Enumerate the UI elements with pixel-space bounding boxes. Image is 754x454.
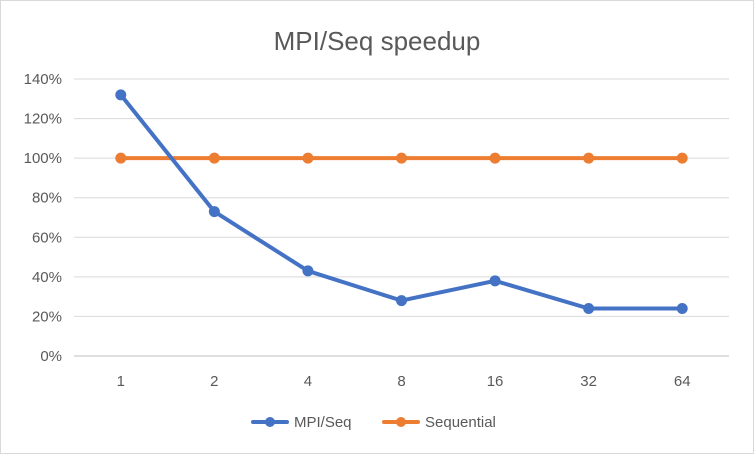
x-tick-label: 16 [487,373,504,390]
y-tick-label: 0% [40,348,62,365]
data-point [115,152,127,164]
data-point [676,152,688,164]
data-point [302,152,314,164]
x-tick-label: 8 [397,373,405,390]
legend-item: Sequential [382,414,496,431]
data-point [676,303,688,315]
legend-marker [265,417,275,427]
series-lines [115,89,688,315]
series-mpi-seq [115,89,688,315]
legend-label: Sequential [425,414,496,431]
x-tick-label: 1 [117,373,125,390]
x-tick-label: 4 [304,373,312,390]
y-tick-label: 140% [24,71,62,88]
x-tick-label: 64 [674,373,691,390]
y-tick-label: 60% [32,229,62,246]
y-tick-label: 100% [24,150,62,167]
data-point [396,295,407,307]
series-sequential [115,152,688,164]
data-point [396,152,407,164]
y-tick-label: 120% [24,111,62,128]
legend: MPI/Seq Sequential [251,414,496,431]
chart-title: MPI/Seq speedup [274,26,481,56]
data-point [208,152,220,164]
legend-marker [396,417,406,427]
data-point [302,265,314,277]
gridlines [74,78,729,357]
data-point [115,89,127,101]
y-tick-label: 80% [32,190,62,207]
x-tick-label: 2 [210,373,218,390]
y-tick-label: 40% [32,269,62,286]
legend-item: MPI/Seq [251,414,352,431]
x-tick-label: 32 [580,373,597,390]
data-point [583,303,595,315]
data-point [489,275,501,287]
data-point [583,152,595,164]
data-point [489,152,501,164]
data-point [208,206,220,218]
legend-label: MPI/Seq [294,414,352,431]
y-tick-label: 20% [32,308,62,325]
axes: 0% 20% 40% 60% 80% 100% 120% 140% 1 2 4 8 16 32 64 [24,71,691,390]
